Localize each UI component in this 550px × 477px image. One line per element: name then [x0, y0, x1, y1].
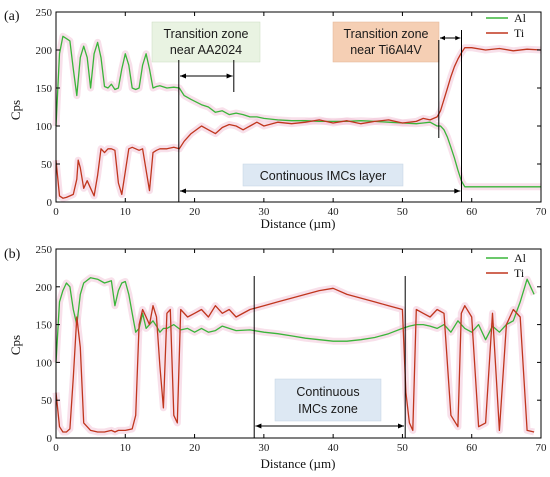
y-tick-label: 150 [36, 83, 53, 95]
annotation-aa2024-line1: Transition zone [164, 27, 249, 41]
arrowhead [440, 35, 445, 41]
annotation-box-aa2024 [151, 21, 261, 63]
arrowhead [180, 188, 186, 194]
panel-a-markers [178, 30, 462, 202]
x-tick-label: 70 [536, 442, 548, 454]
y-tick-label: 250 [36, 244, 53, 256]
annotation-aa2024-line2: near AA2024 [170, 43, 242, 57]
x-tick-label: 0 [53, 442, 59, 454]
y-tick-label: 0 [47, 197, 53, 209]
x-tick-label: 50 [397, 206, 409, 218]
axes-frame [55, 11, 542, 203]
arrowhead [455, 35, 461, 41]
x-tick-label: 60 [466, 206, 478, 218]
panel-a: (a) Cps Distance (µm) 0 10 20 30 40 50 60 70 0 50… [4, 7, 547, 231]
series-line-al [55, 277, 535, 363]
panel-b-label: (b) [4, 247, 21, 262]
x-tick-label: 40 [328, 442, 340, 454]
arrowhead [255, 423, 262, 429]
annotation-imcs-zone-line1: Continuous [296, 385, 359, 399]
x-tick-label: 10 [120, 442, 132, 454]
series-line-ti [55, 47, 542, 199]
x-tick-label: 70 [536, 206, 548, 218]
series-line-al [55, 35, 541, 188]
legend-label-ti: Ti [514, 26, 525, 40]
panel-b-annotation-imcs-zone: Continuous IMCs zone [274, 378, 382, 422]
y-tick-label: 50 [41, 159, 53, 171]
y-tick-label: 150 [36, 320, 53, 332]
y-tick-label: 200 [36, 45, 53, 57]
panel-b-xlabel: Distance (µm) [261, 456, 336, 471]
panel-a-label: (a) [4, 9, 20, 24]
arrowhead [180, 73, 186, 79]
annotation-ti6al4v-line2: near Ti6Al4V [350, 43, 422, 57]
legend-label-ti: Ti [514, 266, 525, 280]
x-tick-label: 30 [258, 206, 270, 218]
x-tick-label: 10 [120, 206, 132, 218]
legend-label-al: Al [514, 251, 527, 265]
y-tick-label: 200 [36, 282, 53, 294]
axes-frame [55, 248, 542, 439]
annotation-box-ti6al4v [332, 21, 440, 63]
legend-label-al: Al [514, 11, 527, 25]
panel-b-markers [253, 276, 406, 438]
panel-a-annotation-ti6al4v: Transition zone near Ti6Al4V [332, 21, 440, 63]
y-tick-label: 250 [36, 7, 53, 19]
annotation-imcs-zone-line2: IMCs zone [298, 402, 358, 416]
x-tick-label: 40 [328, 206, 340, 218]
y-tick-label: 0 [47, 433, 53, 445]
x-tick-label: 20 [189, 206, 201, 218]
panel-b-arrowheads [255, 423, 404, 429]
panel-a-ylabel: Cps [8, 100, 23, 120]
panel-a-arrowheads [180, 35, 461, 194]
x-tick-label: 20 [189, 442, 201, 454]
panel-a-xlabel: Distance (µm) [261, 216, 336, 231]
x-tick-label: 0 [53, 206, 59, 218]
annotation-imcs-layer-text: Continuous IMCs layer [260, 169, 386, 183]
y-tick-label: 100 [36, 121, 53, 133]
y-tick-label: 50 [41, 395, 53, 407]
y-tick-label: 100 [36, 357, 53, 369]
arrowhead [398, 423, 404, 429]
x-tick-label: 50 [397, 442, 409, 454]
annotation-box-imcs-zone [274, 378, 382, 422]
panel-a-annotation-imcs-layer: Continuous IMCs layer [242, 163, 404, 187]
arrowhead [454, 188, 461, 194]
x-tick-label: 30 [258, 442, 270, 454]
annotation-box-imcs-layer [242, 163, 404, 187]
annotation-ti6al4v-line1: Transition zone [344, 27, 429, 41]
panel-b-ylabel: Cps [8, 335, 23, 355]
x-tick-label: 60 [466, 442, 478, 454]
panel-a-annotation-aa2024: Transition zone near AA2024 [151, 21, 261, 63]
panel-b: (b) Cps Distance (µm) 0 10 20 30 40 50 60 70 0 50… [4, 244, 547, 471]
series-line-ti [55, 287, 535, 433]
arrowhead [226, 73, 233, 79]
